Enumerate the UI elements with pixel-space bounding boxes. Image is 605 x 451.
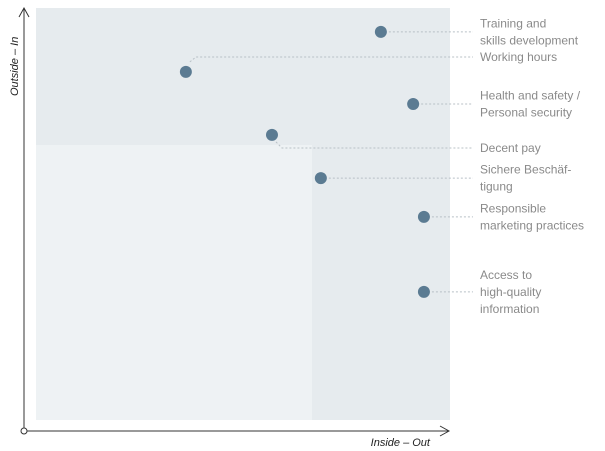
leader-line	[275, 141, 473, 149]
point-label: skills development	[480, 33, 579, 47]
point	[417, 210, 430, 223]
point	[407, 97, 420, 110]
point-label: Decent pay	[480, 141, 541, 155]
x-axis-label: Inside – Out	[371, 437, 431, 449]
y-axis-label: Outside – In	[9, 37, 21, 96]
point	[179, 65, 192, 78]
point-label: Working hours	[480, 50, 557, 64]
point	[265, 128, 278, 141]
point-label: Sichere Beschäf-	[480, 163, 571, 177]
point	[417, 285, 430, 298]
low-quadrant	[36, 145, 312, 420]
point	[314, 172, 327, 185]
origin	[20, 427, 28, 435]
x-arrow	[439, 425, 451, 437]
point-label: marketing practices	[480, 218, 584, 232]
point-label: Training and	[480, 16, 546, 30]
point-label: information	[480, 302, 539, 316]
point-label: Access to	[480, 268, 532, 282]
y-arrow	[18, 6, 30, 18]
point-label: Personal security	[480, 105, 572, 119]
point-label: Health and safety /	[480, 88, 581, 102]
point	[374, 25, 387, 38]
leader-line	[189, 56, 473, 63]
point-label: high-quality	[480, 285, 541, 299]
point-label: tigung	[480, 180, 513, 194]
point-label: Responsible	[480, 201, 546, 215]
